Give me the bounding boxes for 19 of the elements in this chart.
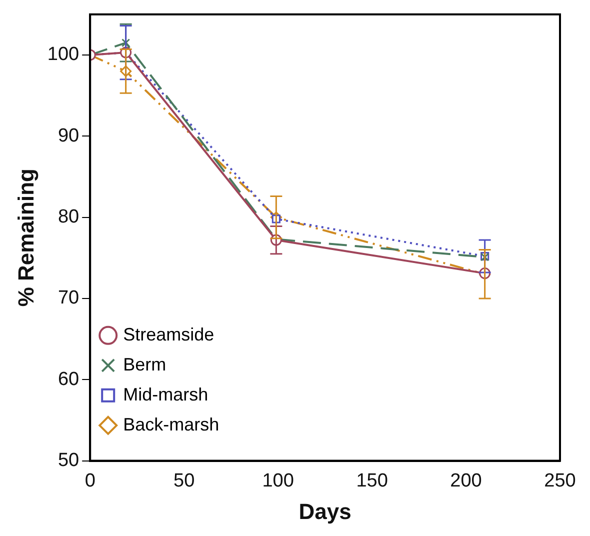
x-tick-label: 200: [450, 470, 482, 492]
y-tick-label: 80: [58, 206, 80, 228]
y-tick-label: 70: [58, 288, 80, 309]
y-tick-label: 90: [58, 125, 80, 146]
legend-label: Berm: [123, 354, 166, 374]
point: [122, 38, 130, 48]
y-tick-label: 50: [58, 450, 80, 472]
legend-label: Streamside: [123, 324, 214, 344]
x-tick-label: 250: [544, 470, 576, 492]
legend-label: Mid-marsh: [123, 384, 208, 404]
y-axis-title: % Remaining: [13, 168, 38, 307]
legend-label: Back-marsh: [123, 414, 220, 434]
y-tick-label: 60: [58, 368, 80, 390]
x-tick-label: 50: [174, 470, 195, 492]
x-axis-title: Days: [298, 498, 352, 524]
x-tick-label: 0: [84, 470, 96, 492]
x-tick-label: 150: [356, 470, 388, 492]
x-tick-label: 100: [262, 470, 294, 492]
y-tick-label: 100: [47, 44, 80, 66]
